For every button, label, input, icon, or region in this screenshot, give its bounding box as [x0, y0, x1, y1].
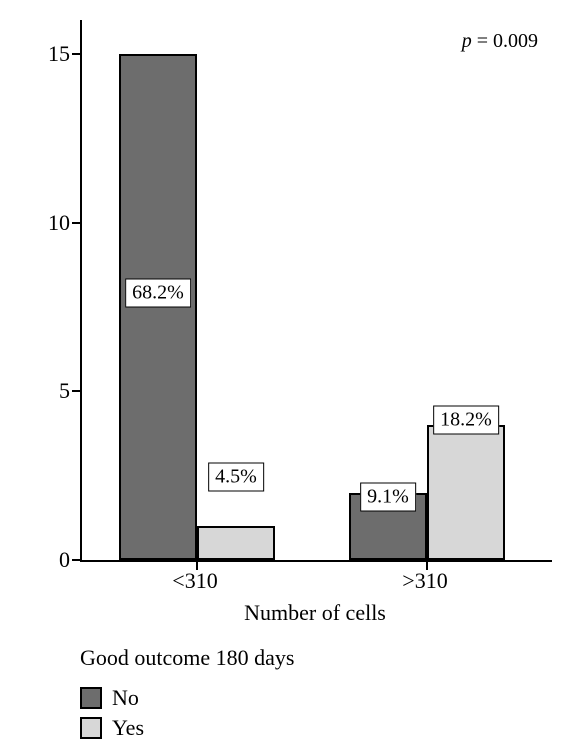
y-tick [72, 390, 82, 392]
bar-value-label: 4.5% [208, 463, 264, 492]
y-tick [72, 53, 82, 55]
legend-item-no: No [80, 685, 139, 711]
p-value: 0.009 [493, 30, 538, 52]
legend-swatch-yes [80, 717, 102, 739]
y-tick-label: 5 [0, 378, 70, 404]
bar-value-label: 68.2% [125, 279, 191, 308]
equals-sign: = [472, 30, 493, 52]
plot-area: p = 0.009 68.2% 4.5% 9.1% 18.2% [80, 20, 552, 562]
y-tick [72, 222, 82, 224]
legend-swatch-no [80, 687, 102, 709]
bar-value-label: 9.1% [360, 483, 416, 512]
legend-item-yes: Yes [80, 715, 144, 741]
y-tick-label: 0 [0, 547, 70, 573]
y-tick-label: 15 [0, 41, 70, 67]
bar [197, 526, 275, 560]
x-tick-label: <310 [172, 568, 217, 594]
bar [427, 425, 505, 560]
legend-label-yes: Yes [112, 715, 144, 741]
legend-title: Good outcome 180 days [80, 645, 294, 671]
x-axis-label: Number of cells [244, 600, 386, 626]
legend-label-no: No [112, 685, 139, 711]
x-tick-label: >310 [402, 568, 447, 594]
p-value-annotation: p = 0.009 [462, 30, 538, 53]
p-symbol: p [462, 30, 472, 52]
y-tick-label: 10 [0, 210, 70, 236]
bar-value-label: 18.2% [433, 406, 499, 435]
y-tick [72, 559, 82, 561]
bar-chart: p = 0.009 68.2% 4.5% 9.1% 18.2% Number of c… [0, 0, 586, 747]
